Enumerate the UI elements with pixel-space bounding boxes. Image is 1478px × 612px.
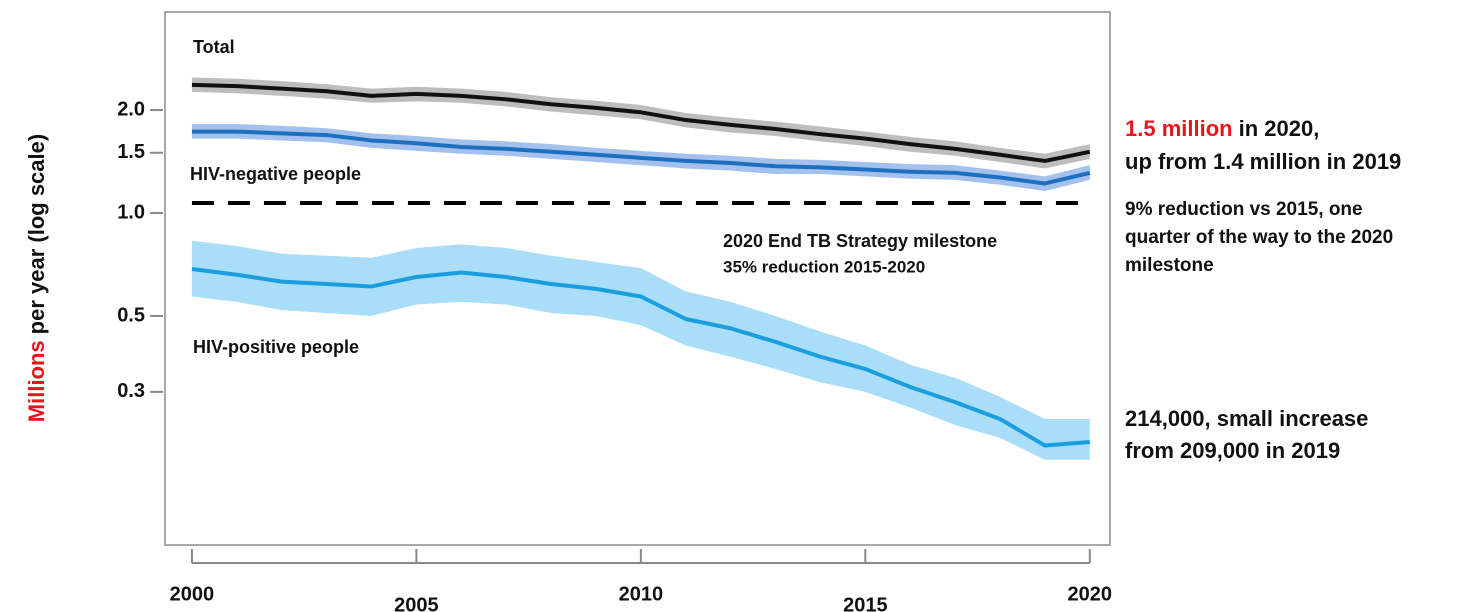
line — [191, 267, 1090, 448]
y-label-part: per year (log scale) — [24, 134, 49, 335]
x-tick-label: 2000 — [170, 583, 215, 605]
note: from 209,000 in 2019 — [1125, 438, 1340, 463]
plot — [191, 77, 1091, 460]
note: milestone — [1125, 255, 1214, 276]
series-label: HIV-negative people — [190, 164, 361, 184]
x-tick-label: 2015 — [843, 594, 888, 612]
x-tick-label: 2010 — [619, 583, 664, 605]
y-tick-label: 1.0 — [117, 201, 145, 223]
note: 9% reduction vs 2015, one — [1125, 199, 1363, 220]
y-axis-label: Millions per year (log scale) — [24, 134, 49, 422]
x-tick-label: 2005 — [394, 594, 439, 612]
reference-label: 2020 End TB Strategy milestone — [723, 231, 997, 251]
note: 1.5 million in 2020, — [1125, 116, 1319, 141]
y-tick-label: 0.5 — [117, 304, 145, 326]
y-tick-label: 0.3 — [117, 380, 145, 402]
series-label: HIV-positive people — [193, 337, 359, 357]
reference-label: 35% reduction 2015-2020 — [723, 257, 925, 276]
note-part: in 2020, — [1239, 116, 1320, 141]
y-label-part: Millions — [24, 340, 49, 422]
note-part: 1.5 million — [1125, 116, 1233, 141]
x-tick-label: 2020 — [1068, 583, 1113, 605]
series-label: Total — [193, 37, 235, 57]
line — [191, 82, 1091, 163]
band — [191, 77, 1090, 169]
note: up from 1.4 million in 2019 — [1125, 149, 1401, 174]
note: quarter of the way to the 2020 — [1125, 227, 1393, 248]
plot-frame — [164, 11, 1111, 546]
band — [191, 240, 1090, 460]
line — [191, 129, 1091, 186]
y-tick-label: 1.5 — [117, 141, 145, 163]
note: 214,000, small increase — [1125, 406, 1368, 431]
y-tick-label: 2.0 — [117, 98, 145, 120]
